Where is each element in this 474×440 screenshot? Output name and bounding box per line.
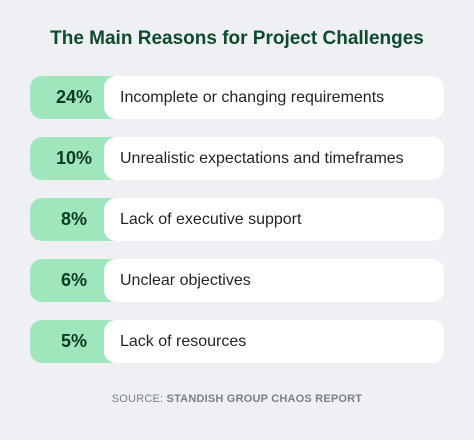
reason-label: Unrealistic expectations and timeframes: [104, 137, 444, 180]
source-prefix: SOURCE:: [111, 393, 167, 405]
reason-label: Lack of executive support: [104, 198, 444, 241]
reason-label: Lack of resources: [104, 320, 444, 363]
reasons-list: 24% Incomplete or changing requirements 10…: [30, 76, 444, 381]
reason-row: 8% Lack of executive support: [30, 198, 444, 241]
reason-label: Unclear objectives: [104, 259, 444, 302]
reason-row: 5% Lack of resources: [30, 320, 444, 363]
reason-row: 24% Incomplete or changing requirements: [30, 76, 444, 119]
reason-row: 10% Unrealistic expectations and timefram…: [30, 137, 444, 180]
source-name: STANDISH GROUP CHAOS REPORT: [166, 393, 363, 405]
reason-row: 6% Unclear objectives: [30, 259, 444, 302]
source-note: SOURCE: STANDISH GROUP CHAOS REPORT: [0, 393, 474, 405]
reason-label: Incomplete or changing requirements: [104, 76, 444, 119]
chart-title: The Main Reasons for Project Challenges: [50, 28, 424, 49]
